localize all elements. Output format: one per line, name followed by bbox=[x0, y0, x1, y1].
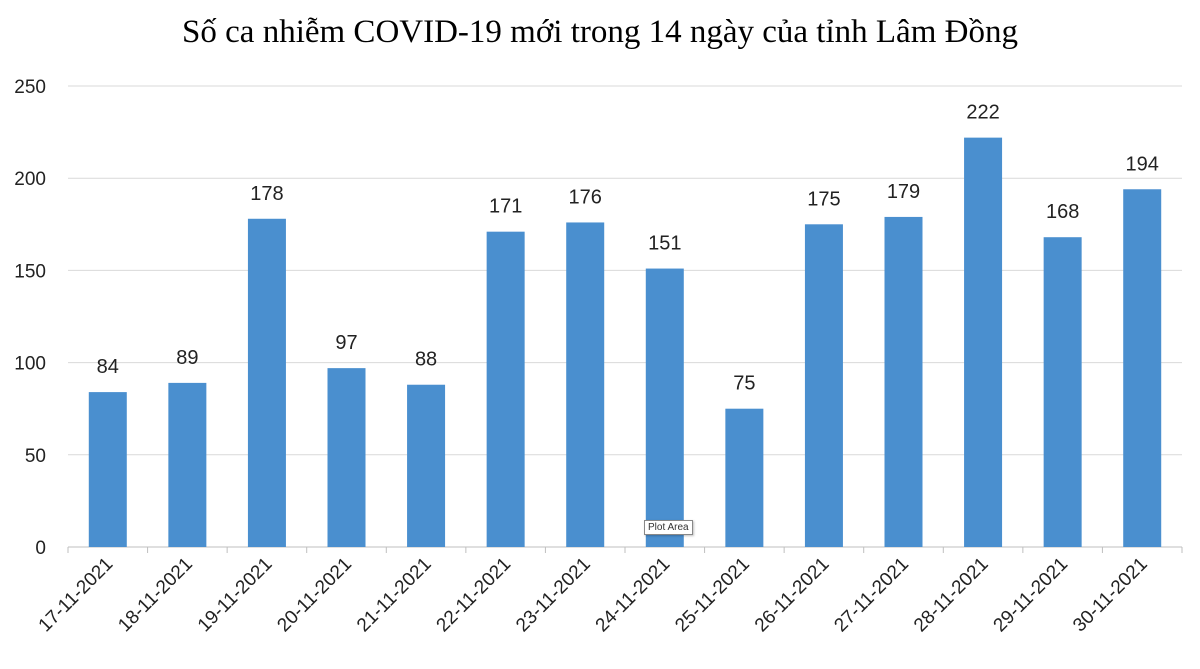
bar bbox=[407, 384, 446, 547]
y-axis-ticks: 0 50 100 150 200 250 bbox=[14, 77, 46, 559]
x-tick-label: 24-11-2021 bbox=[592, 554, 675, 637]
data-label: 175 bbox=[807, 188, 840, 210]
y-tick-label: 50 bbox=[25, 446, 46, 467]
data-label: 178 bbox=[250, 183, 283, 205]
x-tick-label: 25-11-2021 bbox=[671, 554, 754, 637]
x-tick-label: 20-11-2021 bbox=[273, 554, 356, 637]
data-label: 194 bbox=[1126, 153, 1159, 175]
bar bbox=[725, 408, 764, 547]
y-tick-label: 200 bbox=[14, 169, 46, 190]
bars bbox=[88, 137, 1162, 548]
data-label: 171 bbox=[489, 196, 522, 218]
x-tick-label: 29-11-2021 bbox=[990, 554, 1073, 637]
bar bbox=[168, 382, 207, 547]
bar bbox=[884, 216, 923, 547]
data-label: 97 bbox=[335, 332, 357, 354]
bar bbox=[247, 218, 286, 547]
data-label: 88 bbox=[415, 349, 437, 371]
x-axis-ticks: 17-11-202118-11-202119-11-202120-11-2021… bbox=[35, 554, 1152, 637]
data-label: 222 bbox=[966, 102, 999, 124]
data-label: 89 bbox=[176, 347, 198, 369]
data-label: 75 bbox=[733, 373, 755, 395]
y-tick-label: 100 bbox=[14, 354, 46, 375]
x-tick-label: 26-11-2021 bbox=[751, 554, 834, 637]
gridlines bbox=[67, 85, 1183, 553]
data-label: 168 bbox=[1046, 201, 1079, 223]
x-tick-label: 17-11-2021 bbox=[35, 554, 118, 637]
data-labels: 84 89 178 97 88 171 176 151 75 175 179 222 168 194 bbox=[97, 102, 1159, 395]
bar bbox=[88, 392, 127, 547]
x-tick-label: 28-11-2021 bbox=[910, 554, 993, 637]
x-tick-label: 21-11-2021 bbox=[353, 554, 436, 637]
x-tick-label: 22-11-2021 bbox=[433, 554, 516, 637]
x-tick-label: 23-11-2021 bbox=[512, 554, 595, 637]
bar bbox=[327, 368, 366, 547]
plot-area-tooltip: Plot Area bbox=[644, 520, 693, 535]
x-tick-label: 19-11-2021 bbox=[194, 554, 277, 637]
data-label: 84 bbox=[97, 356, 119, 378]
bar bbox=[645, 268, 684, 547]
bar bbox=[1123, 189, 1162, 547]
x-tick-label: 18-11-2021 bbox=[114, 554, 197, 637]
bar bbox=[1043, 237, 1082, 547]
x-tick-label: 27-11-2021 bbox=[830, 554, 913, 637]
y-tick-label: 150 bbox=[14, 261, 46, 282]
bar bbox=[964, 137, 1003, 547]
chart-title: Số ca nhiễm COVID-19 mới trong 14 ngày c… bbox=[182, 14, 1018, 50]
x-tick-label: 30-11-2021 bbox=[1069, 554, 1152, 637]
y-tick-label: 0 bbox=[35, 538, 46, 559]
bar bbox=[566, 222, 605, 547]
bar bbox=[486, 231, 525, 547]
data-label: 151 bbox=[648, 233, 681, 255]
data-label: 176 bbox=[569, 186, 602, 208]
data-label: 179 bbox=[887, 181, 920, 203]
y-tick-label: 250 bbox=[14, 77, 46, 98]
bar bbox=[804, 224, 843, 548]
